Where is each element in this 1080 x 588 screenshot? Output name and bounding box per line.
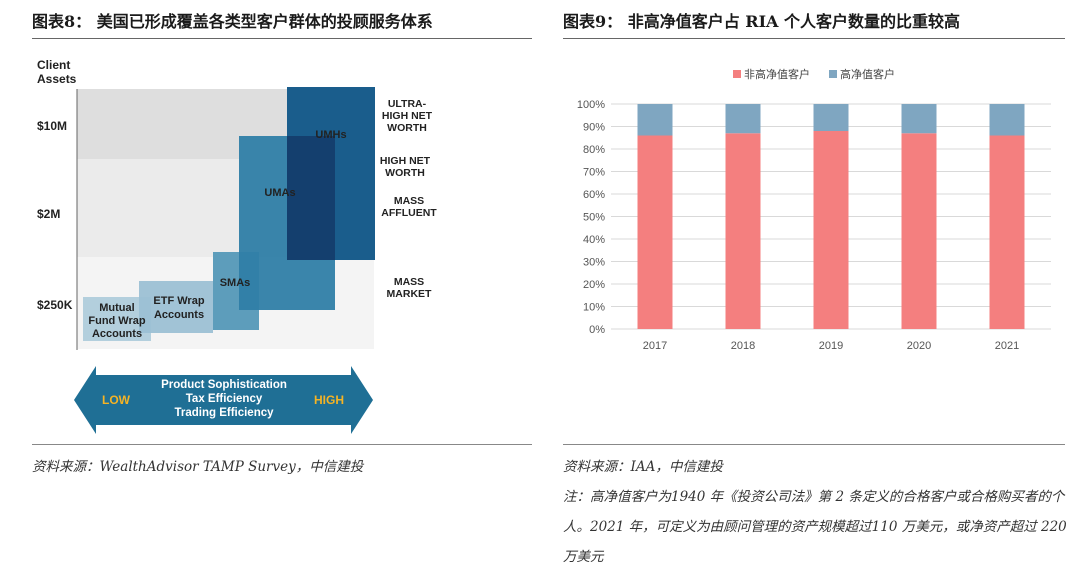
label-mutual-1: Mutual [99,302,134,314]
segment-mass-affluent-1: MASS [394,195,424,207]
segment-mass-affluent-2: AFFLUENT [381,207,437,219]
y-tick-label: 90% [583,122,605,134]
label-smas: SMAs [220,277,251,289]
segment-mass-market-2: MARKET [387,288,432,300]
legend: 非高净值客户 高净值客户 [733,67,895,81]
segment-uhnw-3: WORTH [387,122,427,134]
legend-label-hnw: 高净值客户 [840,67,895,81]
box-umhs-umas-overlap [287,136,335,260]
y-tick-label: 10% [583,302,605,314]
bar-non-hnw [637,135,673,329]
label-etf-2: Accounts [154,309,204,321]
segment-hnw-1: HIGH NET [380,155,431,167]
tick-2m: $2M [37,207,60,221]
tick-10m: $10M [37,119,67,133]
bar-hnw [637,104,673,136]
label-umas: UMAs [264,187,295,199]
right-source: 资料来源：IAA，中信建投 [563,459,723,475]
segment-mass-market-1: MASS [394,276,424,288]
bar-non-hnw [901,133,937,329]
bar-non-hnw [725,133,761,329]
left-source: 资料来源：WealthAdvisor TAMP Survey，中信建投 [32,459,364,475]
bar-hnw [725,104,761,134]
tick-250k: $250K [37,298,73,312]
y-tick-label: 60% [583,189,605,201]
y-tick-label: 80% [583,144,605,156]
arrow-line-2: Tax Efficiency [186,393,263,405]
right-note: 注：高净值客户为1940 年《投资公司法》第 2 条定义的合格客户或合格购买者的… [563,489,1067,565]
y-tick-label: 30% [583,257,605,269]
label-umhs: UMHs [315,129,346,141]
label-mutual-3: Accounts [92,328,142,340]
y-tick-label: 0% [589,324,605,336]
y-tick-labels: 0% 10% 20% 30% 40% 50% 60% 70% 80% 90% 100% [577,99,605,336]
axis-label-client: Client [37,58,70,72]
segment-uhnw-1: ULTRA- [388,98,427,110]
bars [637,104,1025,329]
right-figure-title: 图表9： 非高净值客户占 RIA 个人客户数量的比重较高 [563,12,961,31]
arrow-high-label: HIGH [314,393,344,407]
y-tick-label: 40% [583,234,605,246]
label-etf-1: ETF Wrap [153,295,204,307]
box-etf-wrap [139,281,213,333]
y-tick-label: 70% [583,167,605,179]
bar-non-hnw [989,135,1025,329]
x-tick-label: 2017 [643,340,667,352]
x-tick-label: 2021 [995,340,1019,352]
bar-non-hnw [813,131,849,329]
stacked-bar-chart: 0%10%20%30%40%50%60%70%80%90%100% 2017 20… [577,67,1051,352]
arrow-low-label: LOW [102,393,131,407]
right-bottom-rule [563,444,1065,445]
segment-hnw-2: WORTH [385,167,425,179]
legend-label-non-hnw: 非高净值客户 [744,67,810,81]
right-title-rule [563,38,1065,39]
axis-label-assets: Assets [37,72,77,86]
left-bottom-rule [32,444,532,445]
left-title-rule [32,38,532,39]
bar-hnw [901,104,937,134]
arrow-line-3: Trading Efficiency [174,407,274,419]
x-tick-label: 2020 [907,340,931,352]
label-mutual-2: Fund Wrap [88,315,146,327]
y-tick-label: 20% [583,279,605,291]
x-tick-label: 2019 [819,340,843,352]
y-tick-label: 50% [583,212,605,224]
y-tick-label: 100% [577,99,605,111]
x-tick-labels: 2017 2018 2019 2020 2021 [643,340,1019,352]
legend-swatch-hnw [829,70,837,78]
left-figure-title: 图表8： 美国已形成覆盖各类型客户群体的投顾服务体系 [32,12,433,31]
arrow-line-1: Product Sophistication [161,379,287,391]
double-arrow [74,366,373,434]
bar-hnw [813,104,849,131]
advisory-diagram: Client Assets $10M $2M $250K Mutual Fund… [37,58,437,434]
legend-swatch-non-hnw [733,70,741,78]
bar-hnw [989,104,1025,136]
segment-uhnw-2: HIGH NET [382,110,433,122]
x-tick-label: 2018 [731,340,755,352]
